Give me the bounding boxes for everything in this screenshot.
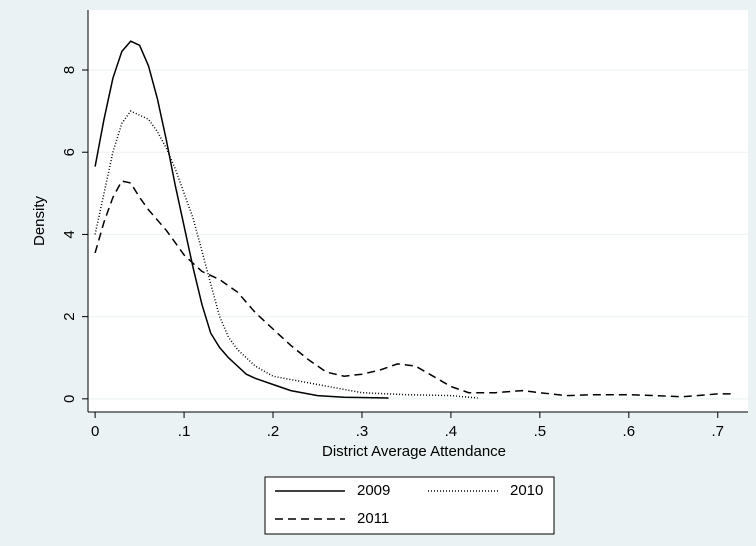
x-tick-label: .5 <box>534 423 547 440</box>
y-axis-title: Density <box>31 195 48 246</box>
y-tick-label: 0 <box>61 395 78 403</box>
x-tick-label: .7 <box>711 423 724 440</box>
density-line <box>94 180 736 398</box>
y-tick-label: 2 <box>61 312 78 320</box>
density-line <box>94 40 389 399</box>
y-tick-label: 6 <box>61 148 78 156</box>
x-axis-title: District Average Attendance <box>322 443 506 460</box>
density-line <box>94 110 478 399</box>
x-tick-label: .3 <box>356 423 369 440</box>
x-tick-label: 0 <box>91 423 99 440</box>
x-tick-label: .1 <box>178 423 191 440</box>
legend-box <box>264 476 555 535</box>
x-tick-label: .4 <box>445 423 458 440</box>
legend-label: 2011 <box>357 510 389 527</box>
legend-label: 2009 <box>357 482 390 499</box>
x-tick-label: .6 <box>623 423 636 440</box>
y-tick-label: 8 <box>61 66 78 74</box>
x-tick-label: .2 <box>267 423 280 440</box>
legend-label: 2010 <box>510 482 543 499</box>
plot-area <box>88 10 748 412</box>
y-tick-label: 4 <box>61 230 78 238</box>
